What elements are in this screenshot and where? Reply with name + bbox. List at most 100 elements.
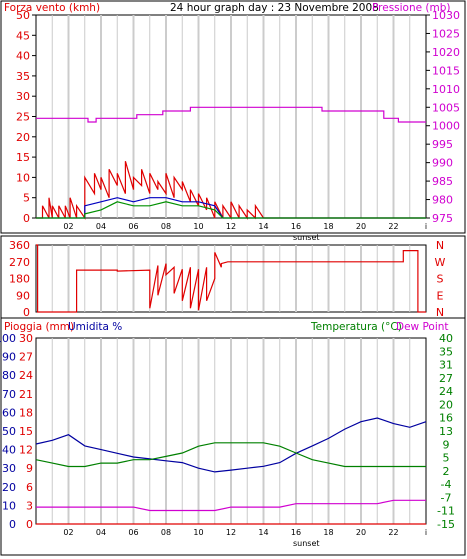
pressure-tick-label: 1010 [432, 83, 460, 96]
x-tick-label: 16 [291, 528, 301, 537]
sunset-label-1: sunset [293, 233, 320, 242]
x-tick-label: i [425, 222, 427, 231]
series-wind [36, 161, 426, 220]
x-tick-label: 16 [291, 222, 301, 231]
rain-tick-label: 6 [26, 481, 33, 494]
wind-tick-label: 20 [16, 131, 30, 144]
degree-tick-label: 0 [23, 306, 30, 319]
temperature-tick-label: 2 [443, 465, 450, 478]
humidity-tick-label: 60 [2, 406, 16, 419]
rain-tick-label: 3 [26, 499, 33, 512]
wind-tick-label: 10 [16, 171, 30, 184]
pressure-tick-label: 975 [432, 212, 453, 225]
x-tick-label: i [425, 528, 427, 537]
pressure-tick-label: 980 [432, 194, 453, 207]
temperature-tick-label: 20 [439, 398, 453, 411]
wind-axis-label: Forza vento (kmh) [4, 2, 100, 14]
x-tick-label: 20 [356, 528, 366, 537]
wind-pressure-frame [0, 0, 466, 234]
wind-pressure-series [36, 106, 426, 220]
x-tick-label: 10 [193, 222, 203, 231]
wind-tick-label: 15 [16, 151, 30, 164]
humidity-legend: Umidita % [68, 321, 122, 333]
temperature-tick-label: 35 [439, 345, 453, 358]
degree-tick-label: 180 [9, 273, 30, 286]
x-tick-label: 12 [226, 528, 236, 537]
humidity-tick-label: 20 [2, 481, 16, 494]
x-tick-label: 08 [161, 528, 171, 537]
pressure-tick-label: 1020 [432, 46, 460, 59]
x-tick-label: 10 [193, 528, 203, 537]
x-tick-label: 08 [161, 222, 171, 231]
sunset-label-3: sunset [293, 539, 320, 548]
temperature-tick-label: 16 [439, 412, 453, 425]
rain-tick-label: 24 [19, 369, 33, 382]
x-tick-label: 12 [226, 222, 236, 231]
temperature-tick-label: 27 [439, 372, 453, 385]
temperature-tick-label: 40 [439, 332, 453, 345]
series-dew_point [36, 499, 426, 512]
x-tick-label: 14 [258, 222, 268, 231]
rain-tick-label: 18 [19, 406, 33, 419]
x-tick-label: 18 [323, 222, 333, 231]
x-tick-label: 02 [63, 528, 73, 537]
series-pressure [36, 106, 426, 123]
series-gust [36, 201, 426, 219]
wind-pressure-grid [51, 15, 411, 218]
temperature-tick-label: 13 [439, 425, 453, 438]
rain-tick-label: 27 [19, 351, 33, 364]
temperature-legend: Temperatura (°C) [310, 321, 402, 333]
pressure-tick-label: 1005 [432, 101, 460, 114]
degree-tick-label: 90 [16, 289, 30, 302]
pressure-tick-label: 1025 [432, 27, 460, 40]
x-tick-label: 20 [356, 222, 366, 231]
x-tick-label: 22 [388, 222, 398, 231]
wind-tick-label: 45 [16, 29, 30, 42]
compass-tick-label: W [435, 256, 446, 269]
pressure-tick-label: 985 [432, 175, 453, 188]
rain-humidity-temp-series [35, 417, 427, 525]
wind-pressure-x-ticks: 02 04 06 08 10 12 14 16 18 20 22 i [63, 222, 427, 231]
wind-tick-label: 25 [16, 111, 30, 124]
series-avg_wind [36, 197, 426, 219]
wind-tick-label: 0 [23, 212, 30, 225]
pressure-tick-label: 1015 [432, 64, 460, 77]
pressure-tick-label: 995 [432, 138, 453, 151]
rain-tick-label: 0 [26, 518, 33, 531]
humidity-tick-label: 80 [2, 369, 16, 382]
rain-tick-label: 21 [19, 388, 33, 401]
humidity-tick-label: 10 [2, 499, 16, 512]
rain-axis-ticks: 0 3 6 9 12 15 18 21 24 27 30 [19, 332, 33, 531]
humidity-tick-label: 70 [2, 388, 16, 401]
temperature-tick-label: 24 [439, 385, 453, 398]
humidity-tick-label: 50 [2, 425, 16, 438]
wind-tick-label: 5 [23, 192, 30, 205]
series-direction [36, 244, 426, 313]
rain-legend: Pioggia (mm) [4, 321, 74, 333]
x-tick-label: 22 [388, 528, 398, 537]
rain-humidity-temp-x-ticks: 02 04 06 08 10 12 14 16 18 20 22 i [63, 528, 427, 537]
wind-tick-label: 35 [16, 70, 30, 83]
pressure-axis-ticks: 975 980 985 990 995 1000 1005 1010 1015 1020 1025 1… [426, 9, 460, 225]
wind-axis-ticks: 0 5 10 15 20 25 30 35 40 45 50 [16, 9, 36, 225]
rain-humidity-temp-grid [51, 338, 411, 524]
direction-degree-ticks: 0 90 180 270 360 [9, 239, 30, 319]
x-tick-label: 04 [96, 528, 106, 537]
x-tick-label: 14 [258, 528, 268, 537]
compass-tick-label: S [437, 273, 444, 286]
rain-tick-label: 9 [26, 462, 33, 475]
humidity-tick-label: 100 [0, 332, 16, 345]
pressure-axis-label: Pressione (mb) [372, 2, 451, 14]
compass-tick-label: N [436, 239, 444, 252]
temperature-tick-label: 9 [443, 438, 450, 451]
degree-tick-label: 360 [9, 239, 30, 252]
wind-tick-label: 50 [16, 9, 30, 22]
rain-tick-label: 15 [19, 425, 33, 438]
humidity-tick-label: 90 [2, 351, 16, 364]
rain-humidity-temp-frame [0, 317, 466, 556]
temperature-tick-label: -4 [441, 478, 452, 491]
